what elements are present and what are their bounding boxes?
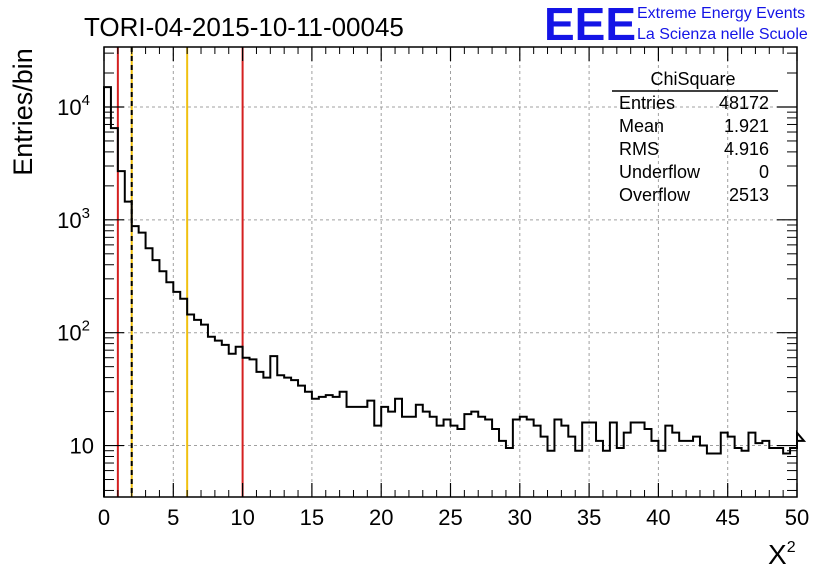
chart-title: TORI-04-2015-10-11-00045 bbox=[84, 12, 404, 42]
x-tick-label: 45 bbox=[715, 505, 739, 530]
y-tick-labels: 10 102 103 104 bbox=[57, 92, 94, 459]
x-tick-label: 25 bbox=[438, 505, 462, 530]
x-tick-label: 5 bbox=[167, 505, 179, 530]
stats-value-entries: 48172 bbox=[719, 93, 769, 113]
reference-lines bbox=[116, 47, 244, 497]
x-tick-label: 35 bbox=[577, 505, 601, 530]
x-tick-label: 50 bbox=[785, 505, 809, 530]
eee-logo: EEE Extreme Energy Events La Scienza nel… bbox=[544, 0, 808, 50]
stats-box: ChiSquare Entries 48172 Mean 1.921 RMS 4.916 U… bbox=[612, 69, 778, 205]
histogram-series bbox=[103, 86, 807, 497]
eee-logo-line2: La Scienza nelle Scuole bbox=[637, 26, 808, 43]
stats-label-underflow: Underflow bbox=[619, 162, 701, 182]
stats-rows: Entries 48172 Mean 1.921 RMS 4.916 Underflow 0 O… bbox=[619, 93, 769, 205]
x-tick-label: 0 bbox=[98, 505, 110, 530]
stats-box-title: ChiSquare bbox=[650, 69, 735, 89]
y-tick-label: 103 bbox=[57, 205, 90, 233]
y-tick-label: 102 bbox=[57, 318, 90, 346]
stats-value-rms: 4.916 bbox=[724, 139, 769, 159]
stats-value-mean: 1.921 bbox=[724, 116, 769, 136]
stats-label-entries: Entries bbox=[619, 93, 675, 113]
grid bbox=[103, 47, 798, 497]
x-tick-label: 20 bbox=[369, 505, 393, 530]
stats-value-overflow: 2513 bbox=[729, 185, 769, 205]
x-tick-label: 15 bbox=[300, 505, 324, 530]
x-tick-label: 40 bbox=[646, 505, 670, 530]
stats-label-rms: RMS bbox=[619, 139, 659, 159]
y-axis-label: Entries/bin bbox=[8, 48, 38, 176]
y-tick-label: 104 bbox=[57, 92, 90, 120]
eee-logo-acronym: EEE bbox=[544, 0, 636, 50]
x-axis-label: X2 bbox=[768, 539, 796, 570]
x-tick-labels: 0 5 10 15 20 25 30 35 40 45 50 bbox=[98, 505, 809, 530]
x-tick-label: 10 bbox=[230, 505, 254, 530]
axis-ticks bbox=[103, 47, 798, 497]
stats-label-overflow: Overflow bbox=[619, 185, 691, 205]
stats-label-mean: Mean bbox=[619, 116, 664, 136]
y-tick-label: 10 bbox=[70, 434, 94, 459]
stats-value-underflow: 0 bbox=[759, 162, 769, 182]
eee-logo-line1: Extreme Energy Events bbox=[637, 5, 805, 22]
x-tick-label: 30 bbox=[508, 505, 532, 530]
